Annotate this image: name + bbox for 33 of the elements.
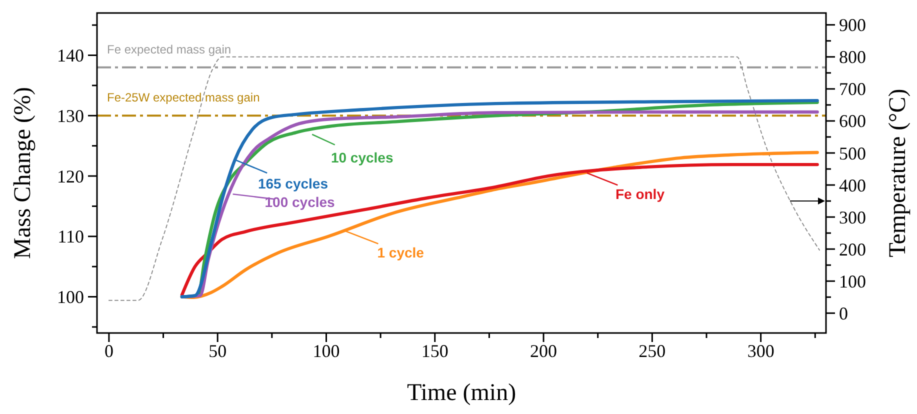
y2-tick-label: 0 <box>839 303 848 324</box>
y-tick-label: 100 <box>57 287 84 308</box>
y-tick-label: 140 <box>57 46 84 66</box>
x-tick-label: 200 <box>530 341 558 361</box>
x-tick-label: 150 <box>421 341 448 361</box>
line-series <box>108 56 820 301</box>
y2-tick-label: 900 <box>839 15 866 36</box>
y-tick-label: 120 <box>57 166 84 186</box>
y2-tick-label: 800 <box>839 47 866 68</box>
ref-line-label: Fe expected mass gain <box>107 42 232 56</box>
y2-tick-label: 300 <box>839 207 866 228</box>
y2-tick-label: 700 <box>839 79 866 100</box>
annotation: 10 cycles <box>330 149 394 166</box>
y2-tick-label: 400 <box>839 175 866 196</box>
x-axis-title: Time (min) <box>406 380 516 406</box>
annotation: 165 cycles <box>258 176 328 192</box>
y2-tick-label: 100 <box>839 271 866 292</box>
x-tick-label: 300 <box>747 341 774 361</box>
y2-tick-label: 500 <box>839 143 866 164</box>
y-tick-label: 130 <box>57 106 84 126</box>
y2-axis-title: Temperature (°C) <box>885 88 911 258</box>
annotation: Fe only <box>615 186 665 202</box>
x-tick-label: 50 <box>208 341 227 361</box>
x-tick-label: 0 <box>104 341 114 361</box>
x-tick-label: 250 <box>638 341 666 361</box>
ref-line-label: Fe-25W expected mass gain <box>107 90 260 105</box>
annotation: 100 cycles <box>264 194 336 210</box>
y-tick-label: 110 <box>58 226 84 247</box>
y2-tick-label: 600 <box>839 111 866 132</box>
y2-tick-label: 200 <box>839 239 866 260</box>
annotation: 1 cycle <box>377 244 424 260</box>
x-tick-label: 100 <box>312 341 340 361</box>
y-axis-title: Mass Change (%) <box>10 87 36 259</box>
